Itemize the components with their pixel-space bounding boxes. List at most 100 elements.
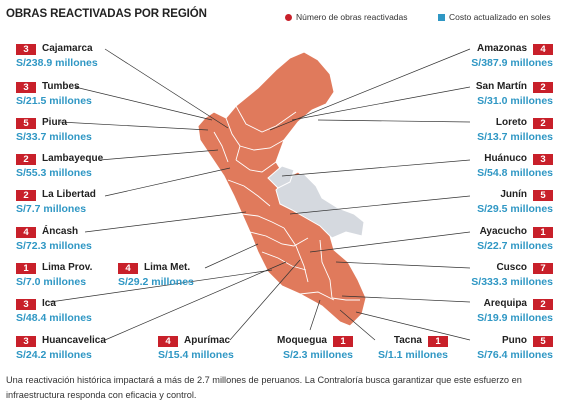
region-name: Ayacucho bbox=[479, 226, 527, 237]
region-cost: S/13.7 millones bbox=[477, 131, 553, 143]
region-huancavelica: 3 Huancavelica S/24.2 millones bbox=[16, 334, 106, 362]
non-reactivated-area-north bbox=[267, 165, 295, 189]
region-cost: S/1.1 millones bbox=[377, 349, 448, 361]
region-tumbes: 3 Tumbes S/21.5 millones bbox=[16, 80, 92, 108]
region-name: San Martín bbox=[475, 81, 527, 92]
count-badge: 3 bbox=[16, 81, 36, 93]
count-badge: 2 bbox=[16, 189, 36, 201]
count-badge: 5 bbox=[533, 335, 553, 347]
region-cost: S/55.3 millones bbox=[16, 167, 92, 179]
caption: Una reactivación histórica impactará a m… bbox=[6, 375, 522, 400]
region-cost: S/19.9 millones bbox=[477, 312, 553, 324]
region-junin: Junín 5 S/29.5 millones bbox=[477, 188, 553, 216]
map-regions bbox=[197, 51, 367, 327]
region-cost: S/7.0 millones bbox=[16, 276, 87, 288]
region-cost: S/48.4 millones bbox=[16, 312, 92, 324]
region-puno: Puno 5 S/76.4 millones bbox=[477, 334, 553, 362]
region-cajamarca: 3 Cajamarca S/238.9 millones bbox=[16, 42, 98, 70]
region-name: Piura bbox=[42, 117, 68, 128]
region-cost: S/24.2 millones bbox=[16, 349, 92, 361]
region-cost: S/29.2 millones bbox=[118, 276, 194, 288]
count-badge: 4 bbox=[118, 262, 138, 274]
count-badge: 2 bbox=[533, 298, 553, 310]
region-cost: S/72.3 millones bbox=[16, 240, 92, 252]
region-cost: S/21.5 millones bbox=[16, 95, 92, 107]
count-badge: 4 bbox=[158, 335, 178, 347]
legend-count: Número de obras reactivadas bbox=[285, 12, 408, 22]
region-cost: S/31.0 millones bbox=[477, 95, 553, 107]
region-cost: S/333.3 millones bbox=[471, 276, 553, 288]
region-cost: S/15.4 millones bbox=[158, 349, 234, 361]
red-dot-icon bbox=[285, 13, 292, 21]
region-piura: 5 Piura S/33.7 millones bbox=[16, 116, 92, 144]
count-badge: 2 bbox=[16, 153, 36, 165]
count-badge: 3 bbox=[533, 153, 553, 165]
leader-lines bbox=[49, 48, 471, 341]
count-badge: 4 bbox=[533, 43, 553, 55]
region-huanuco: Huánuco 3 S/54.8 millones bbox=[477, 152, 553, 180]
region-cost: S/54.8 millones bbox=[477, 167, 553, 179]
region-cost: S/238.9 millones bbox=[16, 57, 98, 69]
count-badge: 3 bbox=[16, 335, 36, 347]
count-badge: 1 bbox=[428, 335, 448, 347]
region-name: Arequipa bbox=[483, 298, 527, 309]
region-la-libertad: 2 La Libertad S/7.7 millones bbox=[16, 188, 96, 216]
region-san-martin: San Martín 2 S/31.0 millones bbox=[476, 80, 553, 108]
region-name: Cajamarca bbox=[42, 43, 93, 54]
region-name: Huánuco bbox=[484, 153, 527, 164]
region-amazonas: Amazonas 4 S/387.9 millones bbox=[471, 42, 553, 70]
region-name: Loreto bbox=[495, 117, 527, 128]
count-badge: 2 bbox=[533, 81, 553, 93]
region-name: Lima Prov. bbox=[42, 262, 93, 273]
count-badge: 1 bbox=[533, 226, 553, 238]
region-tacna: Tacna 1 S/1.1 millones bbox=[378, 334, 448, 362]
blue-square-icon bbox=[438, 13, 445, 21]
count-badge: 5 bbox=[533, 189, 553, 201]
region-name: Apurímac bbox=[184, 335, 231, 346]
region-moquegua: Moquegua 1 S/2.3 millones bbox=[277, 334, 353, 362]
region-name: Lambayeque bbox=[42, 153, 104, 164]
non-reactivated-area bbox=[275, 173, 365, 239]
region-name: Moquegua bbox=[277, 335, 327, 346]
region-lima-prov: 1 Lima Prov. S/7.0 millones bbox=[16, 261, 92, 289]
region-cost: S/33.7 millones bbox=[16, 131, 92, 143]
region-cost: S/29.5 millones bbox=[477, 203, 553, 215]
count-badge: 2 bbox=[533, 117, 553, 129]
region-cost: S/22.7 millones bbox=[477, 240, 553, 252]
region-name: Tacna bbox=[393, 335, 422, 346]
legend-cost: Costo actualizado en soles bbox=[438, 12, 551, 22]
count-badge: 3 bbox=[16, 43, 36, 55]
region-name: Ica bbox=[42, 298, 56, 309]
count-badge: 7 bbox=[533, 262, 553, 274]
region-name: Lima Met. bbox=[144, 262, 191, 273]
region-name: La Libertad bbox=[42, 189, 96, 200]
region-name: Puno bbox=[502, 335, 527, 346]
count-badge: 5 bbox=[16, 117, 36, 129]
region-arequipa: Arequipa 2 S/19.9 millones bbox=[477, 297, 553, 325]
region-name: Áncash bbox=[42, 226, 79, 237]
count-badge: 3 bbox=[16, 298, 36, 310]
region-borders bbox=[213, 105, 360, 301]
count-badge: 1 bbox=[16, 262, 36, 274]
page-title: OBRAS REACTIVADAS POR REGIÓN bbox=[6, 8, 207, 20]
count-badge: 4 bbox=[16, 226, 36, 238]
region-cost: S/387.9 millones bbox=[471, 57, 553, 69]
region-ancash: 4 Áncash S/72.3 millones bbox=[16, 225, 92, 253]
region-lima-met: 4 Lima Met. S/29.2 millones bbox=[118, 261, 194, 289]
region-cost: S/76.4 millones bbox=[477, 349, 553, 361]
region-cusco: Cusco 7 S/333.3 millones bbox=[471, 261, 553, 289]
region-ayacucho: Ayacucho 1 S/22.7 millones bbox=[477, 225, 553, 253]
region-cost: S/7.7 millones bbox=[16, 203, 87, 215]
region-ica: 3 Ica S/48.4 millones bbox=[16, 297, 92, 325]
region-name: Tumbes bbox=[42, 81, 80, 92]
region-lambayeque: 2 Lambayeque S/55.3 millones bbox=[16, 152, 103, 180]
region-name: Cusco bbox=[496, 262, 527, 273]
region-cost: S/2.3 millones bbox=[282, 349, 353, 361]
region-name: Huancavelica bbox=[42, 335, 106, 346]
region-apurimac: 4 Apurímac S/15.4 millones bbox=[158, 334, 234, 362]
count-badge: 1 bbox=[333, 335, 353, 347]
region-name: Junín bbox=[500, 189, 527, 200]
region-name: Amazonas bbox=[476, 43, 527, 54]
